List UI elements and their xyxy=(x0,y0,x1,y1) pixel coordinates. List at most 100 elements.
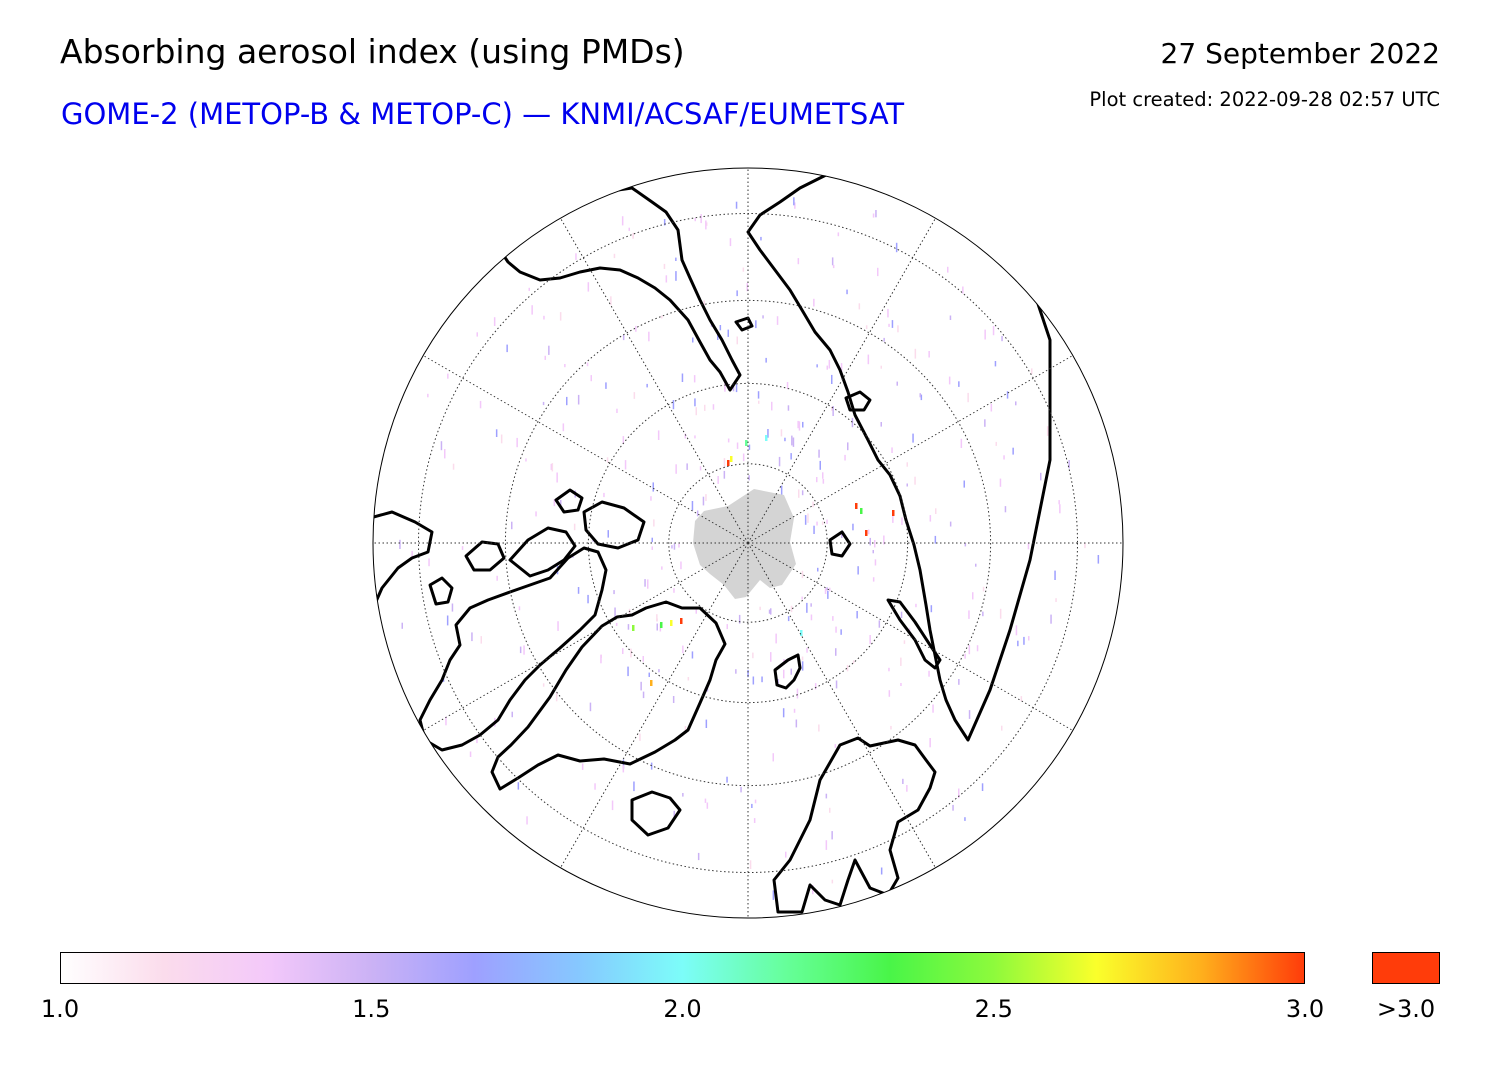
aerosol-retrieval-mark xyxy=(841,530,843,538)
aerosol-retrieval-mark xyxy=(577,394,580,405)
aerosol-retrieval-mark xyxy=(929,738,931,748)
aerosol-retrieval-mark xyxy=(813,525,815,534)
aerosol-retrieval-mark xyxy=(752,652,754,659)
aerosol-retrieval-mark xyxy=(771,401,773,411)
aerosol-retrieval-mark xyxy=(1040,472,1042,481)
aerosol-retrieval-mark xyxy=(826,587,828,591)
coast-severnaya-zemlya xyxy=(828,530,852,558)
aerosol-retrieval-mark xyxy=(869,635,871,644)
aerosol-retrieval-mark xyxy=(702,496,705,506)
aerosol-retrieval-mark xyxy=(981,783,984,791)
aerosol-retrieval-mark xyxy=(786,382,789,390)
aerosol-retrieval-mark xyxy=(726,776,728,783)
aerosol-retrieval-mark xyxy=(930,605,933,613)
aerosol-retrieval-mark xyxy=(767,429,769,438)
aerosol-retrieval-mark xyxy=(751,803,753,808)
aerosol-retrieval-mark xyxy=(963,480,965,488)
aerosol-retrieval-mark xyxy=(958,788,960,799)
aerosol-hotspot-mark xyxy=(745,440,748,446)
meridian-line xyxy=(747,217,936,544)
colorbar-tick-label: 3.0 xyxy=(1285,995,1325,1023)
aerosol-retrieval-mark xyxy=(535,511,537,517)
colorbar-over-label: >3.0 xyxy=(1376,995,1436,1023)
aerosol-retrieval-mark xyxy=(665,275,668,283)
aerosol-retrieval-mark xyxy=(831,257,834,266)
aerosol-retrieval-mark xyxy=(1023,636,1025,645)
aerosol-retrieval-mark xyxy=(729,238,732,247)
aerosol-retrieval-mark xyxy=(1015,401,1017,406)
aerosol-retrieval-mark xyxy=(703,300,705,306)
aerosol-retrieval-mark xyxy=(903,640,906,644)
aerosol-retrieval-mark xyxy=(675,271,677,281)
aerosol-retrieval-mark xyxy=(692,337,694,343)
aerosol-retrieval-mark xyxy=(622,334,625,341)
aerosol-retrieval-mark xyxy=(471,632,473,642)
aerosol-retrieval-mark xyxy=(656,623,658,631)
aerosol-retrieval-mark xyxy=(793,708,796,713)
aerosol-retrieval-mark xyxy=(900,611,903,618)
aerosol-retrieval-mark xyxy=(697,852,700,861)
aerosol-hotspot-mark xyxy=(765,435,768,441)
aerosol-retrieval-mark xyxy=(851,417,854,428)
aerosol-retrieval-mark xyxy=(900,683,902,686)
aerosol-retrieval-mark xyxy=(928,351,930,358)
aerosol-retrieval-mark xyxy=(738,614,741,624)
graticule-overlay xyxy=(373,168,1123,918)
aerosol-retrieval-mark xyxy=(610,296,612,306)
aerosol-retrieval-mark xyxy=(587,594,589,604)
aerosol-retrieval-mark xyxy=(891,320,894,328)
aerosol-retrieval-mark xyxy=(906,462,908,467)
aerosol-retrieval-mark xyxy=(600,654,602,664)
parallel-circle xyxy=(504,299,992,787)
aerosol-retrieval-mark xyxy=(706,802,709,809)
aerosol-hotspot-mark xyxy=(730,456,733,462)
aerosol-retrieval-mark xyxy=(999,608,1002,619)
aerosol-retrieval-mark xyxy=(511,711,513,718)
aerosol-retrieval-mark xyxy=(801,661,804,671)
map-title: Absorbing aerosol index (using PMDs) xyxy=(60,32,685,71)
aerosol-retrieval-mark xyxy=(1003,455,1005,460)
aerosol-retrieval-mark xyxy=(826,365,828,370)
aerosol-retrieval-mark xyxy=(469,751,472,757)
aerosol-retrieval-mark xyxy=(846,664,849,672)
aerosol-retrieval-mark xyxy=(673,810,675,818)
aerosol-retrieval-mark xyxy=(816,364,818,368)
aerosol-retrieval-mark xyxy=(606,457,609,463)
aerosol-retrieval-mark xyxy=(627,624,630,630)
aerosol-retrieval-mark xyxy=(622,765,625,773)
aerosol-hotspot-mark xyxy=(865,530,868,536)
aerosol-retrieval-mark xyxy=(829,807,831,813)
aerosol-retrieval-mark xyxy=(476,332,478,337)
aerosol-retrieval-mark xyxy=(647,579,649,589)
aerosol-retrieval-mark xyxy=(772,753,774,762)
aerosol-retrieval-mark xyxy=(736,336,738,345)
aerosol-retrieval-mark xyxy=(603,492,605,498)
aerosol-retrieval-mark xyxy=(526,816,528,825)
aerosol-retrieval-mark xyxy=(880,867,883,875)
aerosol-retrieval-mark xyxy=(887,308,889,318)
aerosol-retrieval-mark xyxy=(960,438,963,448)
aerosol-retrieval-mark xyxy=(832,616,834,621)
aerosol-retrieval-mark xyxy=(611,800,614,811)
aerosol-retrieval-mark xyxy=(982,611,984,617)
aerosol-retrieval-mark xyxy=(875,210,877,218)
aerosol-retrieval-mark xyxy=(401,622,403,629)
aerosol-hotspot-mark xyxy=(650,680,653,686)
aerosol-retrieval-mark xyxy=(1017,640,1019,647)
coast-devon-island xyxy=(554,488,584,514)
aerosol-retrieval-mark xyxy=(564,364,566,368)
aerosol-retrieval-mark xyxy=(798,421,801,431)
aerosol-retrieval-mark xyxy=(787,405,790,411)
aerosol-retrieval-mark xyxy=(543,315,545,320)
aerosol-retrieval-mark xyxy=(832,406,834,416)
aerosol-retrieval-mark xyxy=(900,657,902,666)
aerosol-retrieval-mark xyxy=(704,798,707,803)
aerosol-retrieval-mark xyxy=(790,668,792,675)
aerosol-retrieval-mark xyxy=(516,437,518,448)
aerosol-retrieval-mark xyxy=(915,603,917,608)
aerosol-retrieval-mark xyxy=(661,315,663,319)
aerosol-retrieval-mark xyxy=(964,817,966,821)
aerosol-retrieval-mark xyxy=(694,398,696,407)
aerosol-retrieval-mark xyxy=(531,305,533,315)
aerosol-retrieval-mark xyxy=(792,437,795,447)
